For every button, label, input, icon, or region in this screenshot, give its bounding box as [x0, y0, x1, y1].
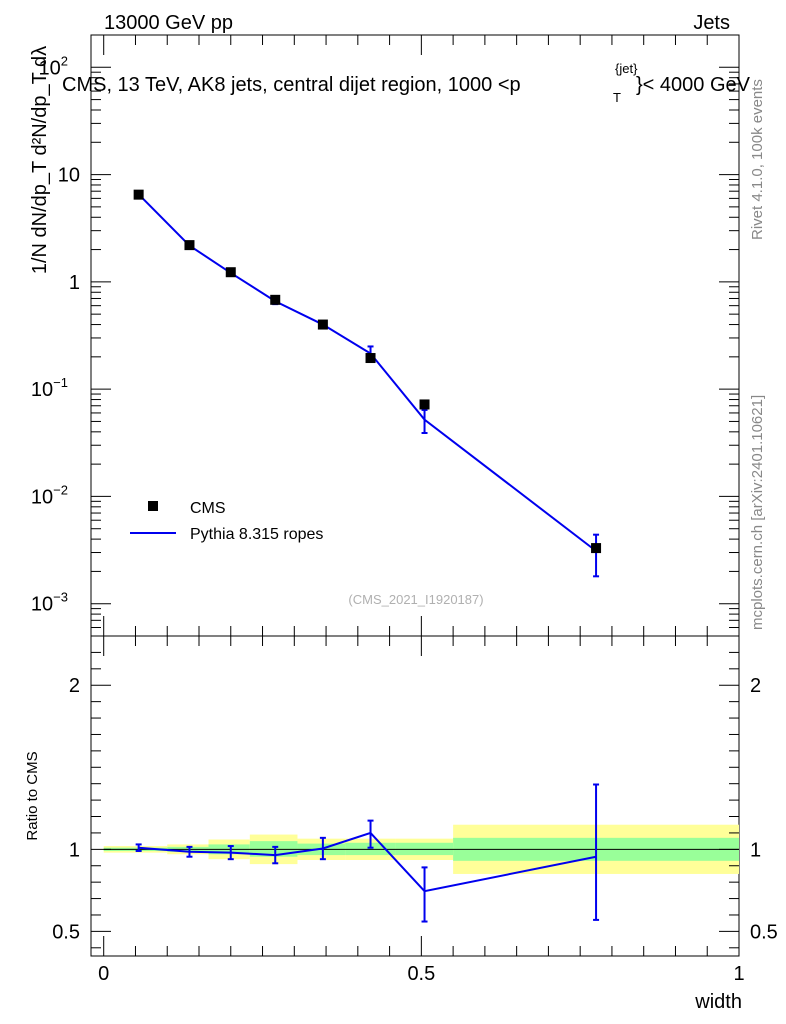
main-x-ticks [103, 35, 740, 636]
main-y-tick-label: 102 [39, 53, 68, 79]
ratio-line [138, 831, 597, 893]
ratio-y-tick-label: 0.5 [52, 921, 80, 943]
ratio-error-bars [135, 783, 600, 923]
cms-data-point [270, 294, 281, 305]
main-frame [90, 34, 740, 637]
category-label: Jets [693, 12, 730, 34]
ratio-y-tick-label: 2 [69, 675, 80, 697]
main-y-axis: 10−3 10−2 10−1 1 10 102 [31, 34, 739, 637]
main-y-axis-label: 1/N dN/dp_T d²N/dp_T dλ [29, 46, 51, 274]
cms-data-point [419, 399, 430, 410]
main-y-tick-label: 10−3 [31, 590, 68, 616]
x-tick-label: 1 [733, 963, 744, 985]
ratio-y-tick-label: 1 [69, 839, 80, 861]
ratio-y-tick-label-right: 2 [750, 675, 761, 697]
chart-title-subscript: T [613, 90, 621, 105]
mc-line [137, 193, 597, 552]
chart-title-superscript: {jet} [615, 61, 638, 76]
ratio-y-axis: 0.5 0.5 1 1 2 2 [52, 651, 778, 949]
cms-data-point [184, 240, 195, 251]
cms-data-point [365, 353, 376, 364]
ratio-y-tick-label-right: 0.5 [750, 921, 778, 943]
ratio-frame [90, 635, 740, 957]
main-panel: 10−3 10−2 10−1 1 10 102 CMS, 13 TeV, AK8 jets… [29, 34, 751, 637]
legend-cms-label: CMS [190, 500, 226, 517]
energy-label: 13000 GeV pp [104, 12, 233, 34]
reference-label: (CMS_2021_I1920187) [348, 592, 483, 607]
x-axis-label: width [694, 991, 742, 1013]
main-y-tick-label: 10 [58, 165, 80, 187]
cms-points [133, 189, 602, 554]
ratio-y-axis-label: Ratio to CMS [24, 751, 41, 840]
cms-data-point [133, 189, 144, 200]
main-y-tick-label: 10−2 [31, 482, 68, 508]
chart-title: CMS, 13 TeV, AK8 jets, central dijet reg… [62, 74, 521, 96]
legend: CMS Pythia 8.315 ropes [130, 500, 323, 543]
ratio-y-tick-label-right: 1 [750, 839, 761, 861]
chart-title-tail: }< 4000 GeV [636, 74, 751, 96]
x-tick-label: 0.5 [407, 963, 435, 985]
cms-data-point [225, 267, 236, 278]
mcplots-label: mcplots.cern.ch [arXiv:2401.10621] [749, 395, 766, 630]
cms-data-point [591, 543, 602, 554]
main-y-tick-label: 1 [69, 272, 80, 294]
legend-cms-marker [148, 501, 158, 511]
x-tick-label: 0 [98, 963, 109, 985]
ratio-x-axis: 0 0.5 1 [98, 636, 745, 985]
ratio-panel: 0.5 0.51 12 2 0 0.5 1 Ratio to CMS width [24, 635, 778, 1013]
main-y-tick-label: 10−1 [31, 375, 68, 401]
rivet-label: Rivet 4.1.0, 100k events [749, 79, 766, 240]
legend-mc-label: Pythia 8.315 ropes [190, 526, 323, 543]
cms-data-point [317, 319, 328, 330]
